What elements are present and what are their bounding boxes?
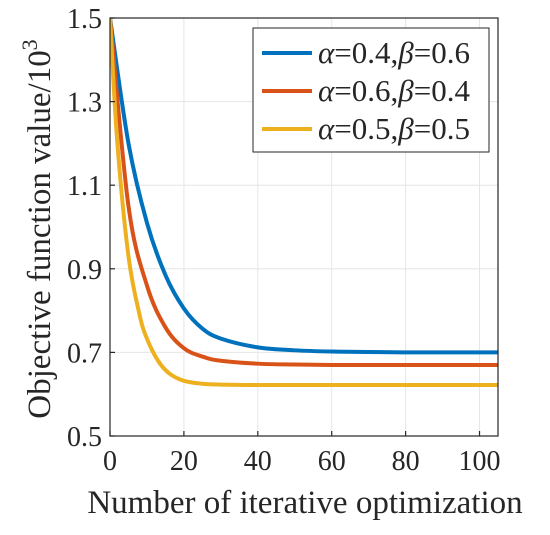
series-line-2 (110, 18, 498, 367)
legend-label-2: α=0.6,β=0.4 (318, 73, 470, 108)
x-tick-label: 80 (392, 446, 420, 477)
series-line-3 (110, 18, 498, 388)
y-tick-label: 1.1 (67, 171, 102, 202)
y-tick-label: 1.3 (67, 88, 102, 119)
legend-entry-3: α=0.5,β=0.5 (262, 111, 470, 146)
x-tick-label: 20 (170, 446, 198, 477)
x-tick-label: 40 (244, 446, 272, 477)
y-tick-label: 0.9 (67, 255, 102, 286)
legend-entry-2: α=0.6,β=0.4 (262, 73, 470, 108)
x-axis-label: Number of iterative optimization (87, 485, 522, 521)
y-axis-label-main: Objective function value/10 (22, 50, 58, 418)
plot-frame (109, 17, 499, 437)
tick-labels: 0 20 40 60 80 100 0.5 0.7 0.9 1.1 1.3 1.5 (67, 4, 501, 477)
plot-area (110, 18, 498, 388)
y-tick-label: 0.7 (67, 338, 102, 369)
x-tick-label: 100 (459, 446, 501, 477)
legend: α=0.4,β=0.6 α=0.6,β=0.4 α=0.5,β=0.5 (252, 27, 490, 153)
y-tick-label: 0.5 (67, 422, 102, 453)
legend-label-3: α=0.5,β=0.5 (318, 111, 470, 146)
y-axis-label-exponent: 3 (17, 39, 42, 50)
axis-ticks (109, 17, 481, 437)
legend-label-1: α=0.4,β=0.6 (318, 35, 470, 70)
y-tick-label: 1.5 (67, 4, 102, 35)
series-line-1 (110, 18, 498, 355)
legend-entry-1: α=0.4,β=0.6 (262, 35, 470, 70)
x-tick-label: 0 (103, 446, 117, 477)
x-tick-label: 60 (318, 446, 346, 477)
y-axis-label: Objective function value/103 (17, 39, 58, 418)
